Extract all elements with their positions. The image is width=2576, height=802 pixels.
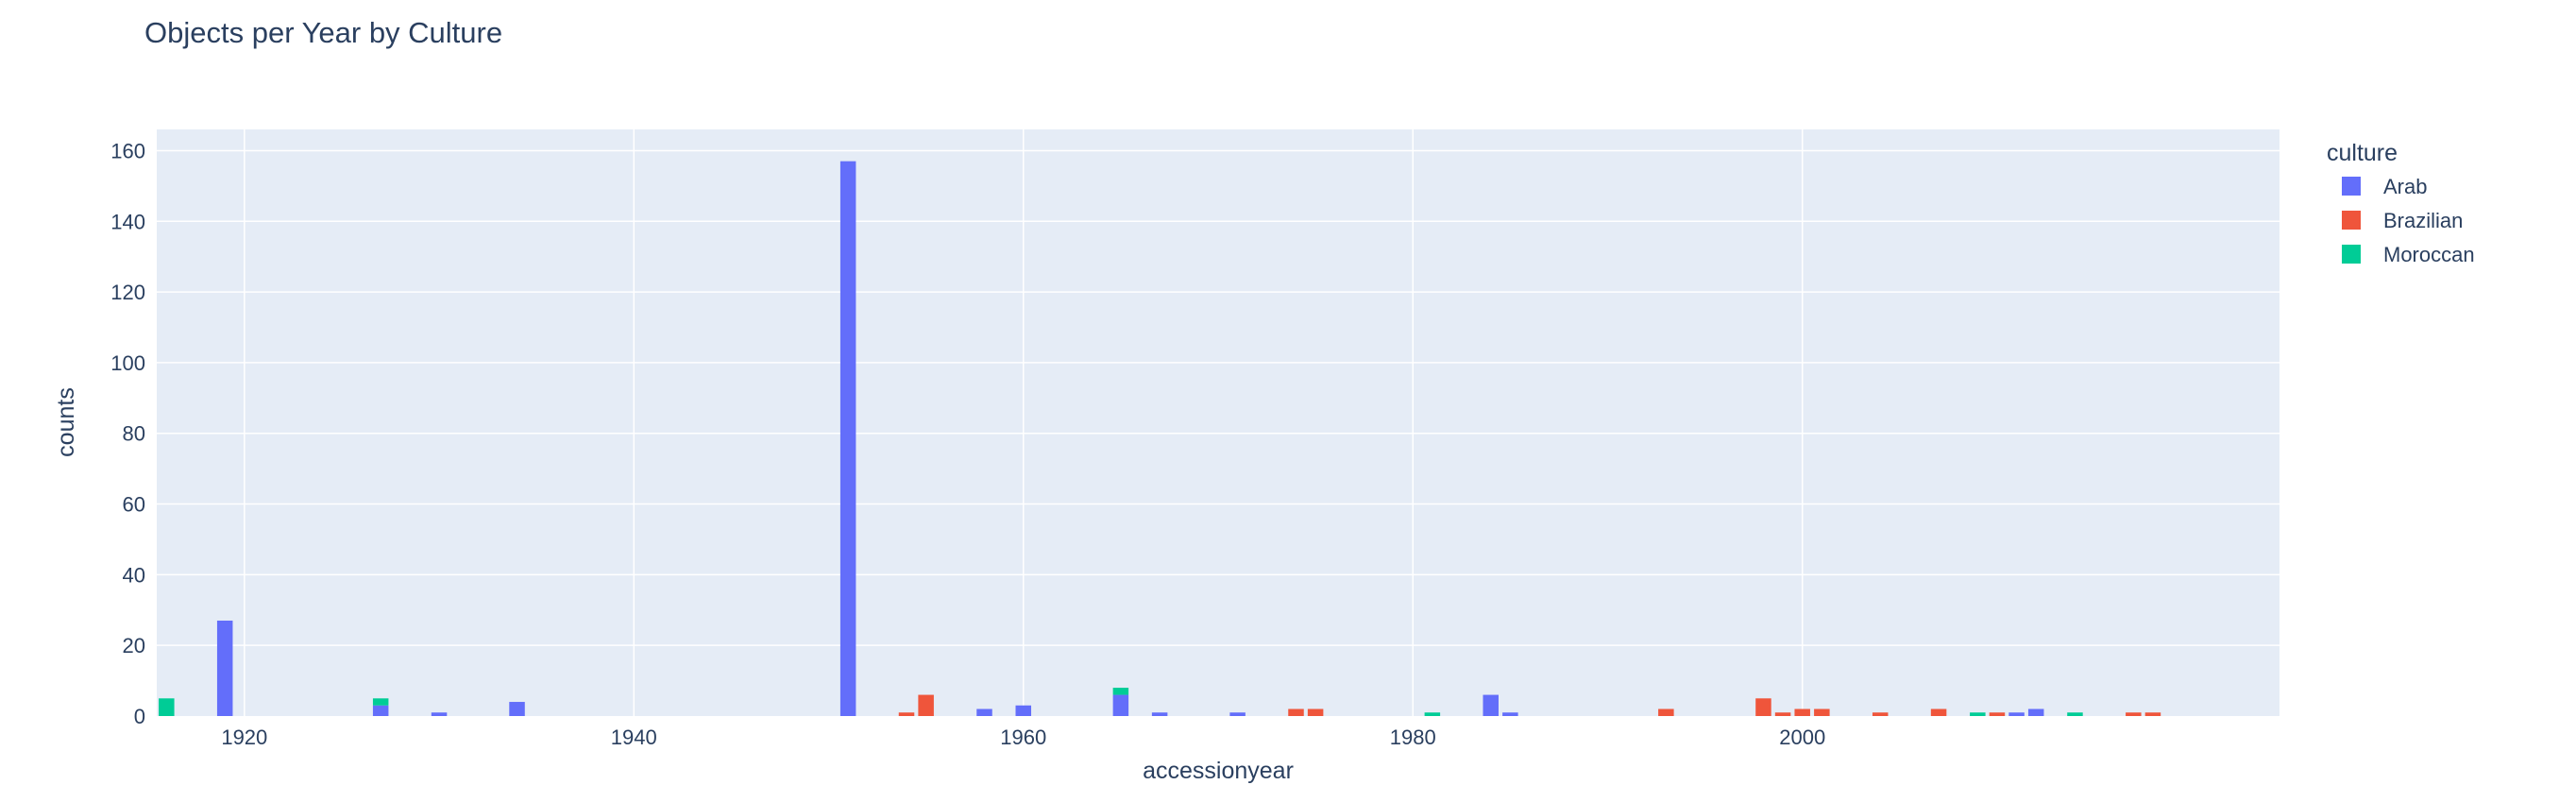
bar-arab (1112, 694, 1129, 716)
y-axis-label: counts (53, 387, 79, 457)
legend-swatch-arab (2342, 177, 2361, 196)
y-tick-label: 120 (110, 281, 145, 304)
bar-arab (216, 620, 233, 716)
plot-area (157, 129, 2279, 716)
bar-brazilian (1794, 708, 1810, 716)
bar-brazilian (1872, 712, 1889, 716)
bar-arab (372, 705, 389, 716)
y-tick-label: 40 (123, 563, 145, 587)
x-tick-label: 1920 (221, 725, 267, 749)
y-axis-ticks: 0 20 40 60 80 100 120 140 160 (110, 139, 145, 728)
y-tick-label: 100 (110, 351, 145, 375)
bar-moroccan (1970, 712, 1986, 716)
legend-label-moroccan: Moroccan (2383, 243, 2475, 266)
chart-title: Objects per Year by Culture (144, 16, 502, 49)
bar-arab (509, 702, 525, 716)
x-tick-label: 1980 (1390, 725, 1436, 749)
bar-brazilian (1288, 708, 1304, 716)
bar-arab (976, 708, 992, 716)
bar-brazilian (1755, 698, 1771, 716)
y-tick-label: 0 (134, 705, 145, 728)
x-axis-ticks: 1920 1940 1960 1980 2000 (221, 725, 1825, 749)
bar-arab (431, 712, 448, 716)
bar-brazilian (1774, 712, 1791, 716)
bar-arab (1151, 712, 1168, 716)
y-tick-label: 20 (123, 634, 145, 657)
legend-title: culture (2327, 140, 2398, 166)
bar-arab (1229, 712, 1246, 716)
bar-brazilian (2144, 712, 2161, 716)
bar-arab (1502, 712, 1518, 716)
bar-moroccan (1424, 712, 1441, 716)
bar-brazilian (1658, 708, 1674, 716)
legend-label-arab: Arab (2383, 175, 2427, 198)
bar-brazilian (1989, 712, 2006, 716)
y-tick-label: 80 (123, 422, 145, 446)
bar-brazilian (1930, 708, 1947, 716)
bar-brazilian (918, 694, 934, 716)
bar-brazilian (1814, 708, 1830, 716)
bar-moroccan (1112, 688, 1129, 695)
legend-item-moroccan[interactable]: Moroccan (2342, 243, 2475, 266)
bars (159, 161, 2161, 716)
legend[interactable]: culture Arab Brazilian Moroccan (2327, 140, 2475, 266)
legend-item-brazilian[interactable]: Brazilian (2342, 209, 2463, 232)
bar-moroccan (2067, 712, 2083, 716)
bar-brazilian (1307, 708, 1324, 716)
x-tick-label: 2000 (1779, 725, 1825, 749)
legend-item-arab[interactable]: Arab (2342, 175, 2427, 198)
y-tick-label: 140 (110, 210, 145, 233)
bar-arab (1015, 705, 1032, 716)
gridlines (157, 129, 2279, 716)
bar-arab (1483, 694, 1499, 716)
x-tick-label: 1960 (1000, 725, 1046, 749)
bar-arab (2027, 708, 2044, 716)
legend-swatch-brazilian (2342, 211, 2361, 230)
legend-swatch-moroccan (2342, 245, 2361, 264)
bar-moroccan (159, 698, 175, 716)
x-axis-label: accessionyear (1143, 758, 1294, 784)
x-tick-label: 1940 (611, 725, 657, 749)
bar-brazilian (898, 712, 915, 716)
legend-items: Arab Brazilian Moroccan (2342, 175, 2475, 266)
bar-arab (2008, 712, 2025, 716)
bar-brazilian (2126, 712, 2142, 716)
bar-arab (839, 161, 856, 716)
legend-label-brazilian: Brazilian (2383, 209, 2463, 232)
bar-moroccan (372, 698, 389, 706)
y-tick-label: 60 (123, 493, 145, 517)
y-tick-label: 160 (110, 139, 145, 162)
